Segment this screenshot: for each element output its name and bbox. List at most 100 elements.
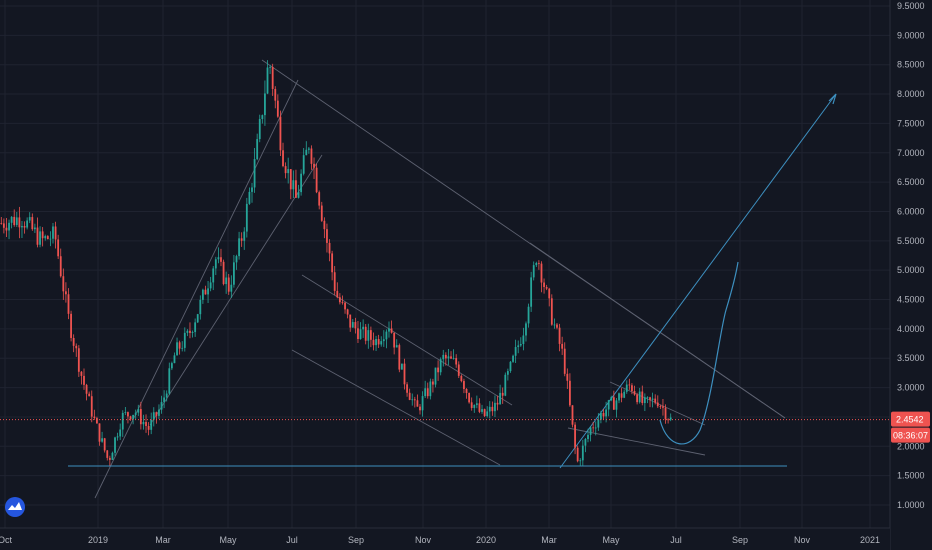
candle-body <box>96 418 98 424</box>
candle-body <box>424 388 427 397</box>
candle-body <box>571 405 574 425</box>
candle-body <box>98 423 101 442</box>
candle-body <box>628 384 631 386</box>
candle-body <box>284 166 287 174</box>
candle-body <box>638 391 641 403</box>
candle-body <box>385 331 388 340</box>
candle-body <box>574 424 576 448</box>
candle-body <box>579 460 582 462</box>
candle-body <box>318 192 321 206</box>
projection-curve[interactable] <box>659 261 739 445</box>
current-price-tag <box>891 411 930 427</box>
trend-line[interactable] <box>149 154 323 426</box>
candle-body <box>132 414 135 420</box>
candle-body <box>380 341 383 345</box>
candle-body <box>127 412 129 417</box>
candle-body <box>669 417 672 420</box>
candle-body <box>530 277 533 307</box>
candle-body <box>147 425 150 430</box>
candle-body <box>323 220 326 230</box>
candle-body <box>121 412 124 430</box>
candle-body <box>548 288 551 299</box>
candle-body <box>600 412 602 420</box>
candle-body <box>411 399 414 401</box>
candle-body <box>494 402 496 412</box>
candle-body <box>264 93 266 116</box>
candle-body <box>274 88 277 101</box>
candle-body <box>662 406 664 408</box>
candle-body <box>5 227 8 231</box>
candle-body <box>421 396 424 411</box>
candle-body <box>320 205 323 221</box>
candle-body <box>439 359 442 373</box>
x-tick-label: May <box>602 535 620 545</box>
candle-body <box>142 421 145 425</box>
candle-body <box>165 393 168 398</box>
candle-body <box>434 367 437 385</box>
candle-body <box>88 393 91 397</box>
candle-body <box>457 364 460 376</box>
candle-body <box>39 231 41 245</box>
candle-body <box>481 409 483 412</box>
candle-body <box>54 226 57 240</box>
x-tick-label: Jul <box>286 535 298 545</box>
candle-body <box>83 375 85 385</box>
candle-body <box>139 409 142 425</box>
candle-body <box>618 393 620 401</box>
candle-body <box>527 306 530 324</box>
candle-body <box>659 406 662 408</box>
candle-body <box>594 427 597 429</box>
candle-body <box>341 302 344 304</box>
candle-body <box>651 398 654 400</box>
candle-body <box>10 216 13 223</box>
candle-body <box>307 148 310 150</box>
candle-body <box>419 406 421 411</box>
candle-body <box>406 384 408 393</box>
y-tick-label: 9.0000 <box>897 30 925 40</box>
candle-body <box>517 345 520 348</box>
candle-body <box>295 180 297 198</box>
candle-body <box>170 363 173 369</box>
candle-body <box>77 348 80 372</box>
candle-body <box>90 396 93 417</box>
candle-body <box>470 402 473 408</box>
candle-body <box>220 257 222 262</box>
candle-body <box>344 302 346 310</box>
candle-body <box>13 216 16 225</box>
candle-body <box>437 367 439 373</box>
candle-body <box>72 337 75 346</box>
candle-body <box>297 192 300 198</box>
candle-body <box>207 288 209 295</box>
candle-body <box>475 403 478 405</box>
candle-body <box>204 289 207 295</box>
candle-body <box>442 354 445 360</box>
candle-body <box>52 226 54 239</box>
candle-body <box>333 272 336 291</box>
candle-body <box>377 339 380 345</box>
candle-body <box>80 371 83 376</box>
y-tick-label: 3.0000 <box>897 383 925 393</box>
candle-body <box>227 277 230 292</box>
trend-line[interactable] <box>94 79 299 499</box>
candle-body <box>649 397 651 400</box>
candle-body <box>289 169 292 190</box>
candle-body <box>214 259 217 269</box>
candle-body <box>176 342 178 356</box>
candle-body <box>364 326 367 341</box>
y-tick-label: 1.0000 <box>897 500 925 510</box>
candle-body <box>367 330 370 341</box>
candle-body <box>189 330 191 333</box>
candle-body <box>646 397 649 399</box>
candle-body <box>65 291 67 295</box>
candle-body <box>556 324 558 328</box>
logo-icon[interactable] <box>5 497 25 517</box>
trend-line[interactable] <box>291 349 501 466</box>
x-tick-label: Mar <box>155 535 171 545</box>
candle-body <box>23 225 26 228</box>
y-tick-label: 9.5000 <box>897 1 925 11</box>
arrow-head-icon <box>828 93 837 105</box>
x-tick-label: May <box>219 535 237 545</box>
candle-body <box>0 223 3 225</box>
candle-body <box>124 412 127 413</box>
trend-line[interactable] <box>529 242 786 419</box>
